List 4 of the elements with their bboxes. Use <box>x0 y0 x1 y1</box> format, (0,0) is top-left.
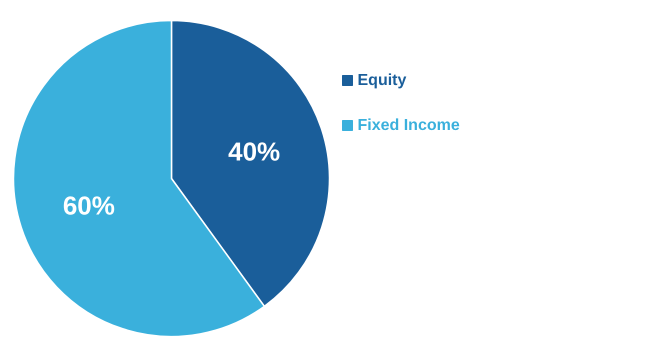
data-label: 60% <box>62 190 115 220</box>
legend-label: Equity <box>358 72 406 89</box>
data-label: 40% <box>228 136 280 167</box>
legend-label: Fixed Income <box>358 117 460 134</box>
